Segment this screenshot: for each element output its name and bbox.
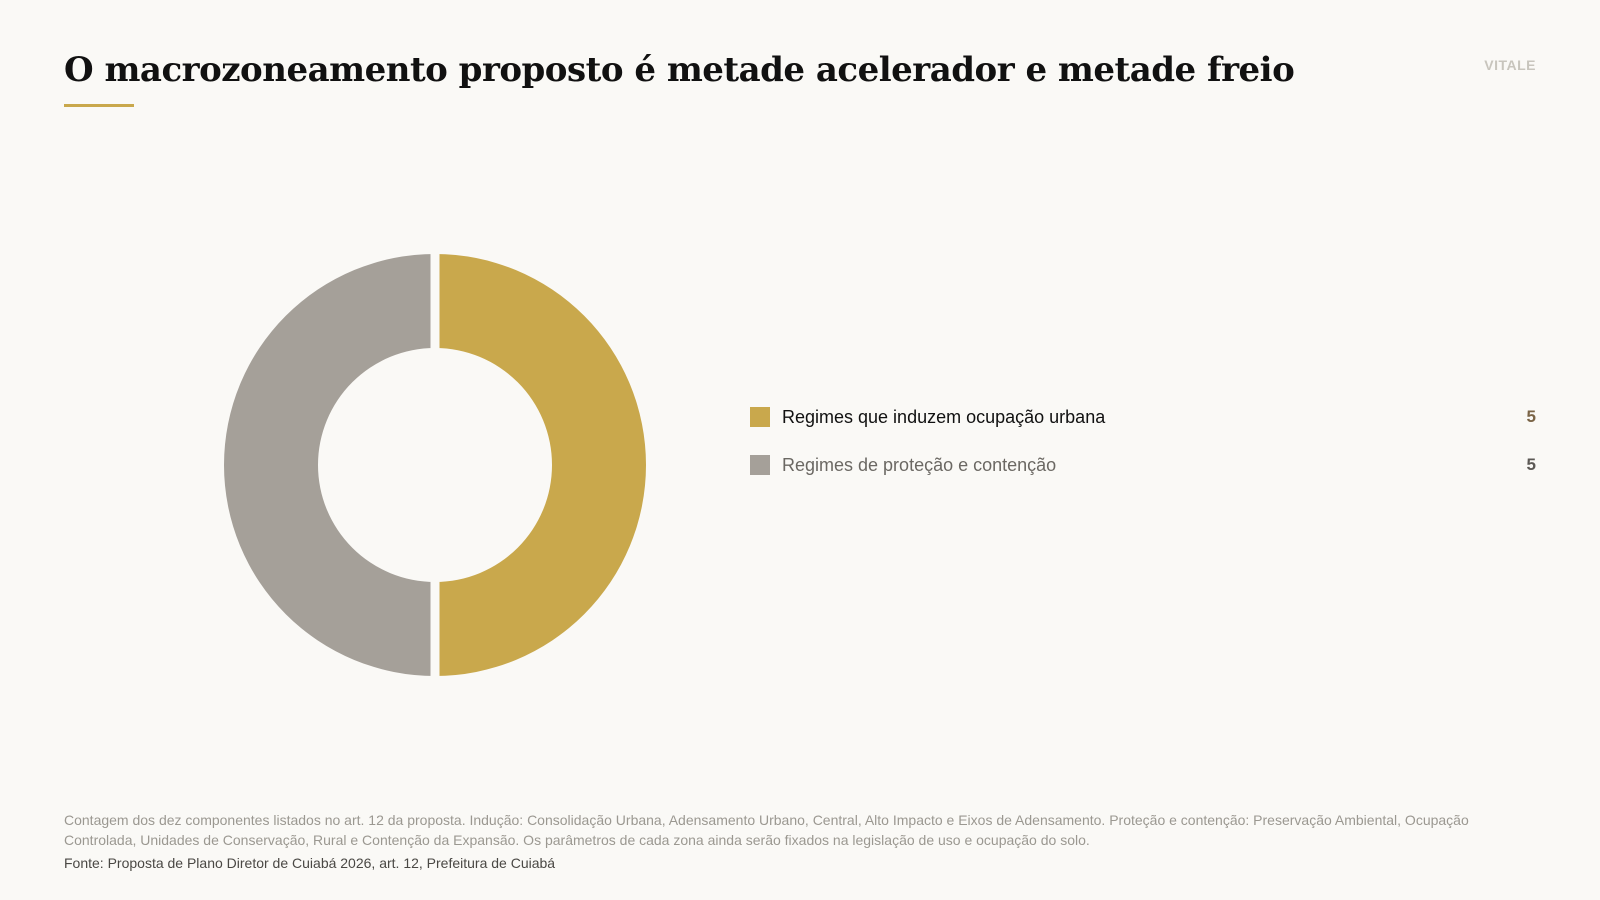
legend-swatch-inducao — [750, 407, 770, 427]
page-title: O macrozoneamento proposto é metade acel… — [64, 50, 1295, 90]
legend-item-inducao: Regimes que induzem ocupação urbana 5 — [750, 404, 1536, 430]
legend-label-protecao: Regimes de proteção e contenção — [782, 454, 1057, 475]
legend-value-inducao: 5 — [1526, 407, 1536, 426]
chart-footnote: Contagem dos dez componentes listados no… — [64, 812, 1469, 848]
brand-logo: VITALE — [1484, 57, 1536, 73]
donut-slice-2 — [224, 254, 435, 676]
legend-item-protecao: Regimes de proteção e contenção 5 — [750, 452, 1536, 478]
donut-chart — [224, 252, 646, 678]
donut-slice-1 — [435, 254, 646, 676]
legend-value-protecao: 5 — [1526, 455, 1536, 474]
legend-label-inducao: Regimes que induzem ocupação urbana — [782, 406, 1106, 427]
chart-legend: Regimes que induzem ocupação urbana 5 Re… — [750, 404, 1536, 500]
title-underline — [64, 104, 134, 107]
legend-swatch-protecao — [750, 455, 770, 475]
chart-source: Fonte: Proposta de Plano Diretor de Cuia… — [64, 855, 556, 871]
